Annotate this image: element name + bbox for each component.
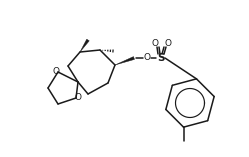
Text: O: O	[53, 68, 60, 76]
Text: O: O	[143, 54, 150, 62]
Text: O: O	[165, 38, 172, 48]
Text: S: S	[157, 53, 165, 63]
Polygon shape	[80, 39, 89, 52]
Text: O: O	[74, 94, 81, 103]
Polygon shape	[115, 57, 134, 65]
Text: O: O	[151, 38, 159, 48]
